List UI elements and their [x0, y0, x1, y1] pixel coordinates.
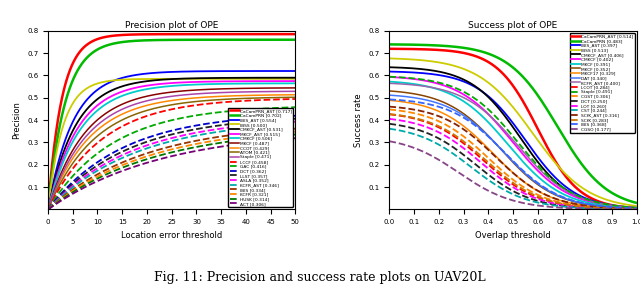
Y-axis label: Success rate: Success rate	[354, 93, 363, 147]
Title: Precision plot of OPE: Precision plot of OPE	[125, 21, 218, 30]
Y-axis label: Precision: Precision	[12, 101, 22, 139]
Text: Fig. 11: Precision and success rate plots on UAV20L: Fig. 11: Precision and success rate plot…	[154, 271, 486, 284]
Title: Success plot of OPE: Success plot of OPE	[468, 21, 557, 30]
X-axis label: Overlap threshold: Overlap threshold	[476, 231, 551, 240]
Legend: CaCamPRN_AST [0.514], CaCamPRN [0.483], IBIS_AST [0.397], IBSS [0.513], CMKCF_AS: CaCamPRN_AST [0.514], CaCamPRN [0.483], …	[570, 33, 635, 133]
X-axis label: Location error threshold: Location error threshold	[121, 231, 222, 240]
Legend: CaCamPRN_AST [0.717], CaCamPRN [0.702], IBIS_AST [0.554], IBSS [0.500], CMKCF_AS: CaCamPRN_AST [0.717], CaCamPRN [0.702], …	[228, 107, 293, 207]
